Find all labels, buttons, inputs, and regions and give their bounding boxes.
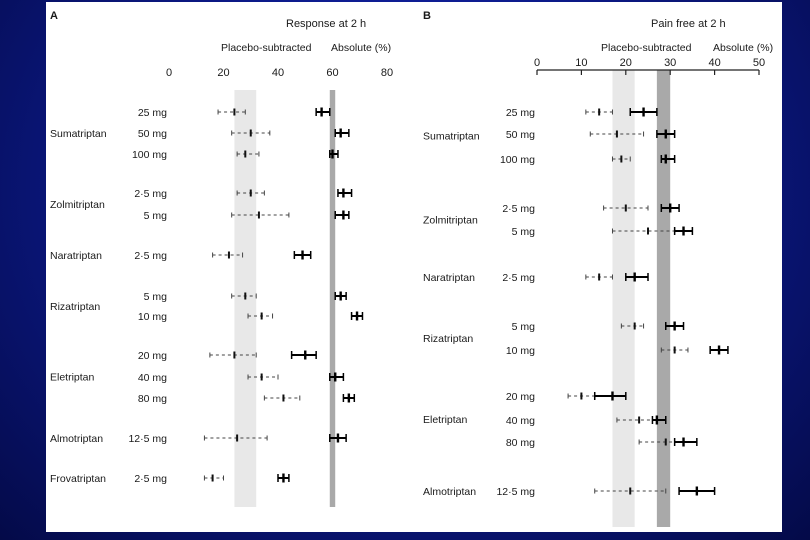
panel-b-dose-label: 80 mg — [506, 437, 535, 449]
panel-b-drug-label: Rizatriptan — [423, 333, 473, 345]
panel-b-tick-label: 50 — [753, 57, 765, 69]
panel-b-dose-label: 5 mg — [512, 321, 536, 333]
panel-a-dose-label: 10 mg — [138, 311, 167, 323]
panel-a-tick-label: 80 — [381, 67, 393, 79]
panel-a-dose-label: 80 mg — [138, 393, 167, 405]
panel-a-title: Response at 2 h — [286, 18, 366, 30]
panel-a-drug-label: Frovatriptan — [50, 473, 106, 485]
panel-a-dose-label: 25 mg — [138, 107, 167, 119]
panel-b-letter: B — [423, 10, 431, 22]
panel-a-drug-label: Naratriptan — [50, 250, 102, 262]
panel-a-drug-label: Zolmitriptan — [50, 199, 105, 211]
panel-b-absolute-band — [656, 70, 671, 527]
panel-b-dose-label: 10 mg — [506, 345, 535, 357]
panel-b-dose-label: 40 mg — [506, 415, 535, 427]
panel-b-tick-label: 40 — [708, 57, 720, 69]
panel-a-tick-label: 20 — [217, 67, 229, 79]
panel-b-tick-label: 10 — [575, 57, 587, 69]
panel-b-dose-label: 12·5 mg — [496, 486, 535, 498]
panel-a-dose-label: 20 mg — [138, 350, 167, 362]
panel-b-drug-label: Almotriptan — [423, 486, 476, 498]
panel-a-dose-label: 50 mg — [138, 128, 167, 140]
panel-a-letter: A — [50, 10, 58, 22]
panel-a-drug-label: Rizatriptan — [50, 301, 100, 313]
panel-b-subtitle-absolute: Absolute (%) — [713, 42, 773, 54]
panel-b-drug-label: Zolmitriptan — [423, 215, 478, 227]
panel-b-placebo-band — [612, 70, 635, 527]
panel-a-dose-label: 2·5 mg — [134, 250, 167, 262]
panel-a-dose-label: 5 mg — [144, 210, 168, 222]
panel-a-dose-label: 12·5 mg — [128, 433, 167, 445]
panel-b-title: Pain free at 2 h — [651, 18, 726, 30]
panel-a-subtitle-absolute: Absolute (%) — [331, 42, 391, 54]
panel-b-tick-label: 30 — [664, 57, 676, 69]
figure: A Response at 2 h Placebo-subtracted Absolu… — [46, 2, 782, 532]
panel-b-dose-label: 25 mg — [506, 107, 535, 119]
panel-b-subtitle-placebo: Placebo-subtracted — [601, 42, 692, 54]
panel-b-tick-label: 20 — [620, 57, 632, 69]
panel-a-dose-label: 40 mg — [138, 372, 167, 384]
forest-plot-figure: A Response at 2 h Placebo-subtracted Absolu… — [50, 10, 773, 527]
panel-b-dose-label: 20 mg — [506, 391, 535, 403]
panel-b-dose-label: 50 mg — [506, 129, 535, 141]
panel-a-drug-label: Sumatriptan — [50, 128, 107, 140]
panel-a-absolute-band — [329, 90, 336, 507]
panel-a-dose-label: 2·5 mg — [134, 188, 167, 200]
panel-b-dose-label: 2·5 mg — [502, 272, 535, 284]
panel-b-tick-label: 0 — [534, 57, 540, 69]
panel-b-dose-label: 2·5 mg — [502, 203, 535, 215]
panel-a-dose-label: 2·5 mg — [134, 473, 167, 485]
panel-a-dose-label: 100 mg — [132, 149, 167, 161]
panel-a-drug-label: Almotriptan — [50, 433, 103, 445]
panel-b-dose-label: 100 mg — [500, 154, 535, 166]
panel-b-drug-label: Naratriptan — [423, 272, 475, 284]
panel-a-subtitle-placebo: Placebo-subtracted — [221, 42, 312, 54]
panel-b-drug-label: Eletriptan — [423, 414, 468, 426]
panel-a-dose-label: 5 mg — [144, 291, 168, 303]
panel-a-tick-label: 60 — [326, 67, 338, 79]
panel-b-drug-label: Sumatriptan — [423, 131, 480, 143]
panel-a-tick-label: 40 — [272, 67, 284, 79]
panel-a-tick-label: 0 — [166, 67, 172, 79]
panel-b-dose-label: 5 mg — [512, 226, 536, 238]
panel-a-drug-label: Eletriptan — [50, 372, 95, 384]
